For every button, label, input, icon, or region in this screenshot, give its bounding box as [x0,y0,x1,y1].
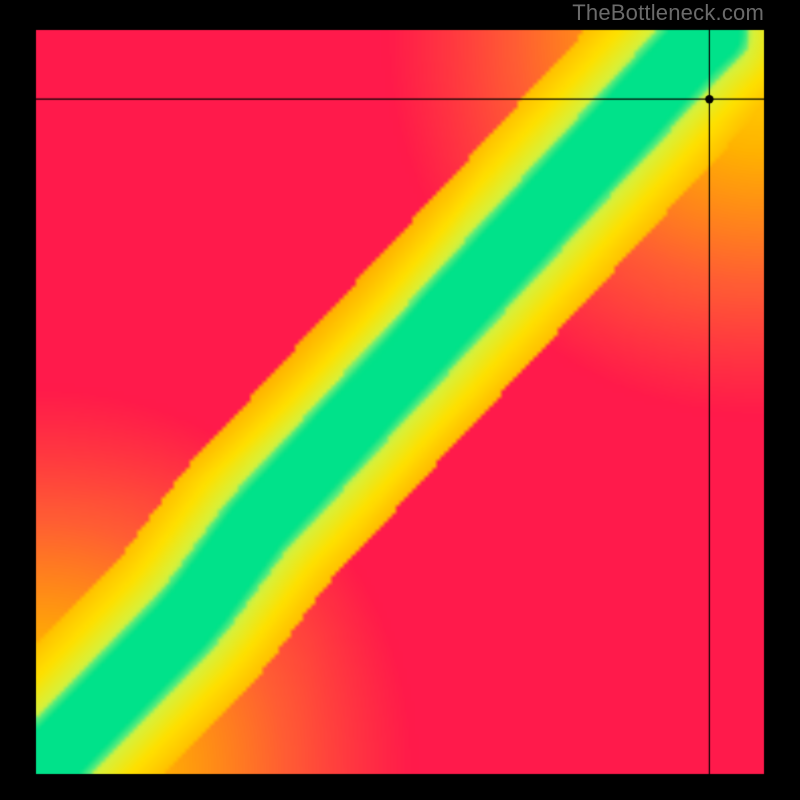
bottleneck-heatmap [0,0,800,800]
chart-root: TheBottleneck.com [0,0,800,800]
attribution-text: TheBottleneck.com [572,0,764,26]
